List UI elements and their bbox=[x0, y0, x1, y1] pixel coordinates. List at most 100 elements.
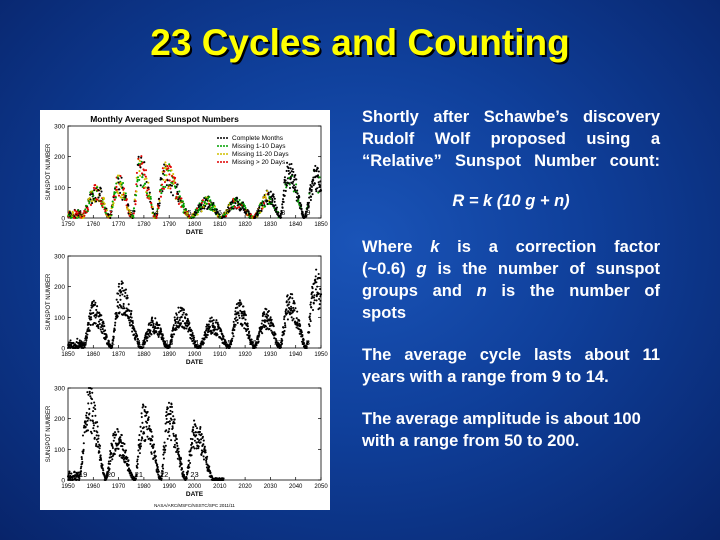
sunspot-point bbox=[155, 216, 158, 220]
sunspot-point bbox=[161, 334, 164, 337]
sunspot-point bbox=[237, 312, 240, 315]
sunspot-point bbox=[164, 444, 167, 447]
sunspot-point bbox=[95, 313, 98, 316]
sunspot-point bbox=[203, 338, 206, 341]
sunspot-point bbox=[240, 303, 243, 306]
sunspot-point bbox=[155, 330, 158, 334]
sunspot-point bbox=[124, 311, 127, 314]
cycle-number-label: 13 bbox=[165, 338, 173, 347]
sunspot-point bbox=[203, 207, 206, 210]
sunspot-point bbox=[274, 333, 277, 336]
sunspot-point bbox=[113, 324, 117, 327]
sunspot-point bbox=[161, 167, 164, 170]
sunspot-point bbox=[136, 460, 139, 463]
sunspot-point bbox=[182, 202, 185, 205]
amplitude-line-2: with a range from 50 to 200. bbox=[362, 432, 580, 450]
sunspot-point bbox=[214, 321, 218, 324]
legend-label: Missing 11-20 Days bbox=[232, 151, 289, 158]
sunspot-point bbox=[121, 198, 124, 201]
sunspot-point bbox=[114, 321, 117, 324]
sunspot-point bbox=[264, 205, 267, 208]
sunspot-point bbox=[89, 203, 93, 207]
sunspot-point bbox=[123, 442, 126, 445]
sunspot-point bbox=[305, 345, 308, 348]
sunspot-point bbox=[194, 425, 197, 428]
sunspot-point bbox=[148, 335, 151, 338]
sunspot-point bbox=[131, 330, 134, 333]
sunspot-point bbox=[148, 191, 151, 194]
x-tick-label: 2010 bbox=[213, 484, 227, 490]
x-tick-label: 2020 bbox=[238, 484, 252, 490]
x-tick-label: 1760 bbox=[87, 222, 101, 228]
sunspot-point bbox=[84, 341, 87, 344]
sunspot-point bbox=[87, 326, 90, 330]
sunspot-point bbox=[312, 184, 315, 187]
sunspot-point bbox=[120, 182, 123, 185]
sunspot-point bbox=[169, 166, 172, 169]
sunspot-point bbox=[144, 186, 147, 189]
sunspot-point bbox=[292, 170, 295, 173]
x-tick-label: 2030 bbox=[264, 484, 278, 490]
sunspot-point bbox=[212, 201, 215, 205]
sunspot-point bbox=[195, 441, 198, 444]
sunspot-point bbox=[111, 446, 114, 450]
sunspot-point bbox=[194, 423, 197, 426]
sunspot-point bbox=[297, 199, 300, 202]
sunspot-point bbox=[311, 308, 315, 312]
sunspot-point bbox=[291, 319, 294, 322]
sunspot-point bbox=[317, 292, 320, 295]
sunspot-point bbox=[217, 323, 220, 327]
sunspot-point bbox=[146, 421, 149, 424]
sunspot-point bbox=[139, 447, 142, 450]
sunspot-point bbox=[300, 207, 303, 210]
sunspot-point bbox=[88, 412, 91, 415]
sunspot-point bbox=[295, 317, 298, 320]
sunspot-point bbox=[283, 194, 286, 197]
sunspot-point bbox=[292, 186, 295, 189]
sunspot-point bbox=[135, 171, 138, 174]
sunspot-point bbox=[170, 403, 173, 406]
sunspot-point bbox=[222, 335, 225, 338]
sunspot-point bbox=[309, 301, 312, 304]
sunspot-point bbox=[140, 416, 143, 419]
sunspot-point bbox=[181, 313, 184, 316]
sunspot-point bbox=[302, 338, 305, 341]
sunspot-point bbox=[92, 299, 95, 302]
sunspot-point bbox=[240, 208, 243, 211]
sunspot-point bbox=[192, 338, 195, 341]
sunspot-point bbox=[136, 178, 139, 181]
sunspot-point bbox=[95, 314, 98, 317]
cycle-number-label: 17 bbox=[274, 338, 282, 347]
sunspot-point bbox=[247, 210, 250, 213]
sunspot-point bbox=[88, 329, 91, 332]
sunspot-point bbox=[317, 174, 320, 177]
sunspot-point bbox=[162, 187, 165, 190]
sunspot-point bbox=[119, 436, 122, 439]
sunspot-point bbox=[135, 332, 138, 335]
sunspot-point bbox=[281, 203, 284, 206]
sunspot-point bbox=[288, 301, 291, 304]
sunspot-point bbox=[106, 472, 109, 475]
sunspot-point bbox=[72, 211, 75, 215]
sunspot-point bbox=[150, 333, 153, 336]
sunspot-point bbox=[188, 466, 191, 469]
sunspot-point bbox=[89, 316, 93, 319]
sunspot-point bbox=[282, 189, 285, 192]
sunspot-point bbox=[257, 335, 260, 338]
x-tick-label: 1770 bbox=[112, 222, 126, 228]
x-axis-label: DATE bbox=[186, 229, 204, 236]
sunspot-point bbox=[157, 473, 160, 476]
y-tick-label: 200 bbox=[54, 284, 65, 291]
sunspot-point bbox=[101, 206, 104, 209]
sunspot-point bbox=[307, 205, 310, 208]
sunspot-point bbox=[148, 424, 151, 428]
sunspot-point bbox=[314, 275, 317, 278]
sunspot-point bbox=[274, 204, 277, 207]
sunspot-point bbox=[216, 333, 219, 336]
sunspot-point bbox=[139, 442, 142, 445]
sunspot-point bbox=[210, 316, 213, 319]
sunspot-point bbox=[172, 415, 175, 418]
sunspot-point bbox=[174, 318, 177, 321]
sunspot-point bbox=[118, 183, 121, 186]
sunspot-point bbox=[308, 191, 311, 194]
